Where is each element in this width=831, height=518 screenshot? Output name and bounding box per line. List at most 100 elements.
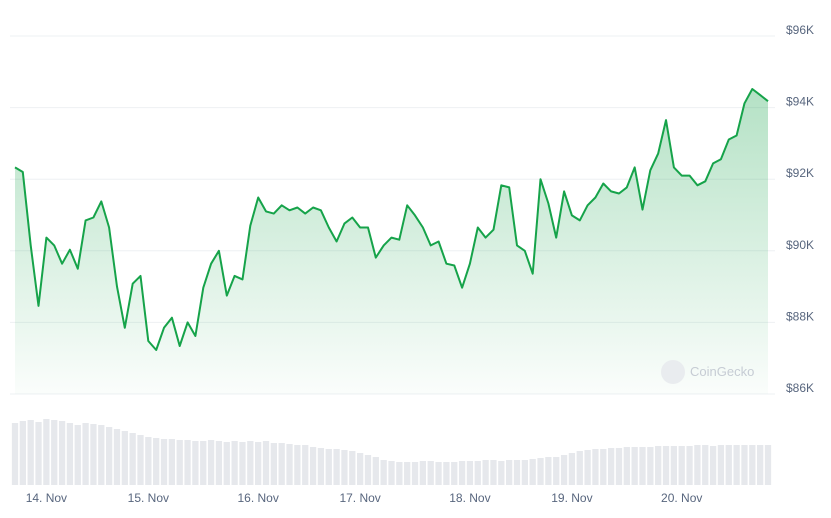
volume-bar bbox=[458, 461, 466, 485]
volume-bar bbox=[200, 441, 207, 485]
volume-bar bbox=[192, 441, 199, 485]
volume-bar bbox=[717, 445, 725, 485]
volume-bar bbox=[694, 445, 701, 485]
volume-bar bbox=[43, 419, 50, 485]
volume-bar bbox=[670, 446, 678, 485]
volume-bar bbox=[419, 461, 427, 485]
volume-bar bbox=[98, 425, 105, 485]
volume-bar bbox=[396, 462, 403, 485]
volume-bar bbox=[482, 460, 489, 485]
volume-bar bbox=[278, 443, 285, 485]
y-tick-label: $90K bbox=[786, 238, 814, 252]
volume-bar bbox=[725, 445, 732, 485]
volume-bar bbox=[207, 440, 215, 485]
watermark-logo bbox=[661, 360, 685, 384]
volume-bar bbox=[372, 457, 379, 485]
volume-bar bbox=[506, 460, 513, 485]
volume-bar bbox=[333, 449, 340, 485]
volume-bar bbox=[576, 451, 583, 485]
volume-bar bbox=[639, 447, 646, 485]
volume-bar bbox=[11, 423, 19, 485]
volume-bar bbox=[82, 423, 89, 485]
volume-bar bbox=[302, 445, 309, 485]
volume-bar bbox=[623, 447, 630, 485]
volume-bar bbox=[404, 462, 411, 485]
volume-bar bbox=[560, 455, 568, 485]
volume-bar bbox=[733, 445, 740, 485]
x-tick-label: 17. Nov bbox=[339, 491, 380, 505]
volume-bar bbox=[545, 457, 552, 485]
volume-bar bbox=[247, 441, 254, 485]
volume-bar bbox=[451, 462, 458, 485]
volume-bar bbox=[231, 441, 238, 485]
volume-bar bbox=[74, 425, 81, 485]
volume-bar bbox=[592, 449, 599, 485]
volume-bar bbox=[153, 438, 160, 485]
volume-bar bbox=[615, 448, 623, 485]
x-tick-label: 15. Nov bbox=[128, 491, 169, 505]
volume-bar bbox=[255, 442, 262, 485]
volume-bar bbox=[529, 459, 536, 485]
volume-bar bbox=[521, 460, 528, 485]
x-tick-label: 18. Nov bbox=[449, 491, 490, 505]
volume-bar bbox=[364, 455, 372, 485]
volume-bar bbox=[764, 445, 772, 485]
volume-bar bbox=[498, 461, 505, 485]
volume-bar bbox=[27, 420, 34, 485]
watermark-group: CoinGecko bbox=[661, 360, 754, 384]
volume-bar bbox=[678, 446, 685, 485]
y-tick-label: $94K bbox=[786, 95, 814, 109]
volume-bar bbox=[686, 446, 693, 485]
volume-bar bbox=[294, 445, 301, 485]
volume-bar bbox=[121, 431, 128, 485]
volume-bar bbox=[584, 450, 591, 485]
volume-bar bbox=[647, 447, 654, 485]
volume-bar bbox=[270, 443, 277, 485]
volume-bar bbox=[309, 447, 317, 485]
volume-bar bbox=[607, 448, 615, 485]
volume-bar bbox=[223, 442, 230, 485]
volume-bar bbox=[741, 445, 748, 485]
x-tick-label: 14. Nov bbox=[26, 491, 67, 505]
volume-bar bbox=[317, 448, 325, 485]
volume-bar bbox=[262, 441, 270, 485]
volume-bar bbox=[749, 445, 756, 485]
watermark: CoinGecko bbox=[690, 364, 754, 379]
volume-bar bbox=[58, 421, 66, 485]
volume-bar bbox=[325, 449, 332, 485]
volume-bar bbox=[286, 444, 293, 485]
volume-bar bbox=[427, 461, 434, 485]
volume-bar bbox=[568, 453, 576, 485]
volume-bar bbox=[757, 445, 764, 485]
volume-bar bbox=[356, 453, 364, 485]
volume-bar bbox=[19, 421, 26, 485]
volume-bar bbox=[105, 427, 113, 485]
volume-bar bbox=[239, 442, 246, 485]
volume-bar bbox=[553, 457, 560, 485]
volume-bar bbox=[702, 445, 709, 485]
volume-bar bbox=[443, 462, 450, 485]
y-tick-label: $96K bbox=[786, 23, 814, 37]
volume-bar bbox=[662, 446, 670, 485]
area bbox=[15, 89, 768, 394]
volume-bar bbox=[90, 424, 97, 485]
volume-bar bbox=[51, 420, 58, 485]
volume-bar bbox=[411, 462, 419, 485]
volume-bar bbox=[168, 439, 176, 485]
volume-bar bbox=[349, 451, 356, 485]
volume-bar bbox=[490, 460, 497, 485]
volume-bar bbox=[655, 446, 662, 485]
y-tick-label: $86K bbox=[786, 381, 814, 395]
volume-bar bbox=[513, 460, 521, 485]
volume-bar bbox=[35, 422, 42, 485]
volume-bar bbox=[466, 461, 474, 485]
volume-bar bbox=[113, 429, 121, 485]
volume-bar bbox=[341, 450, 348, 485]
y-tick-label: $88K bbox=[786, 309, 814, 323]
x-tick-label: 20. Nov bbox=[661, 491, 702, 505]
x-tick-label: 19. Nov bbox=[551, 491, 592, 505]
volume-bar bbox=[184, 440, 191, 485]
volume-bar bbox=[66, 423, 74, 485]
volume-bar bbox=[215, 441, 223, 485]
